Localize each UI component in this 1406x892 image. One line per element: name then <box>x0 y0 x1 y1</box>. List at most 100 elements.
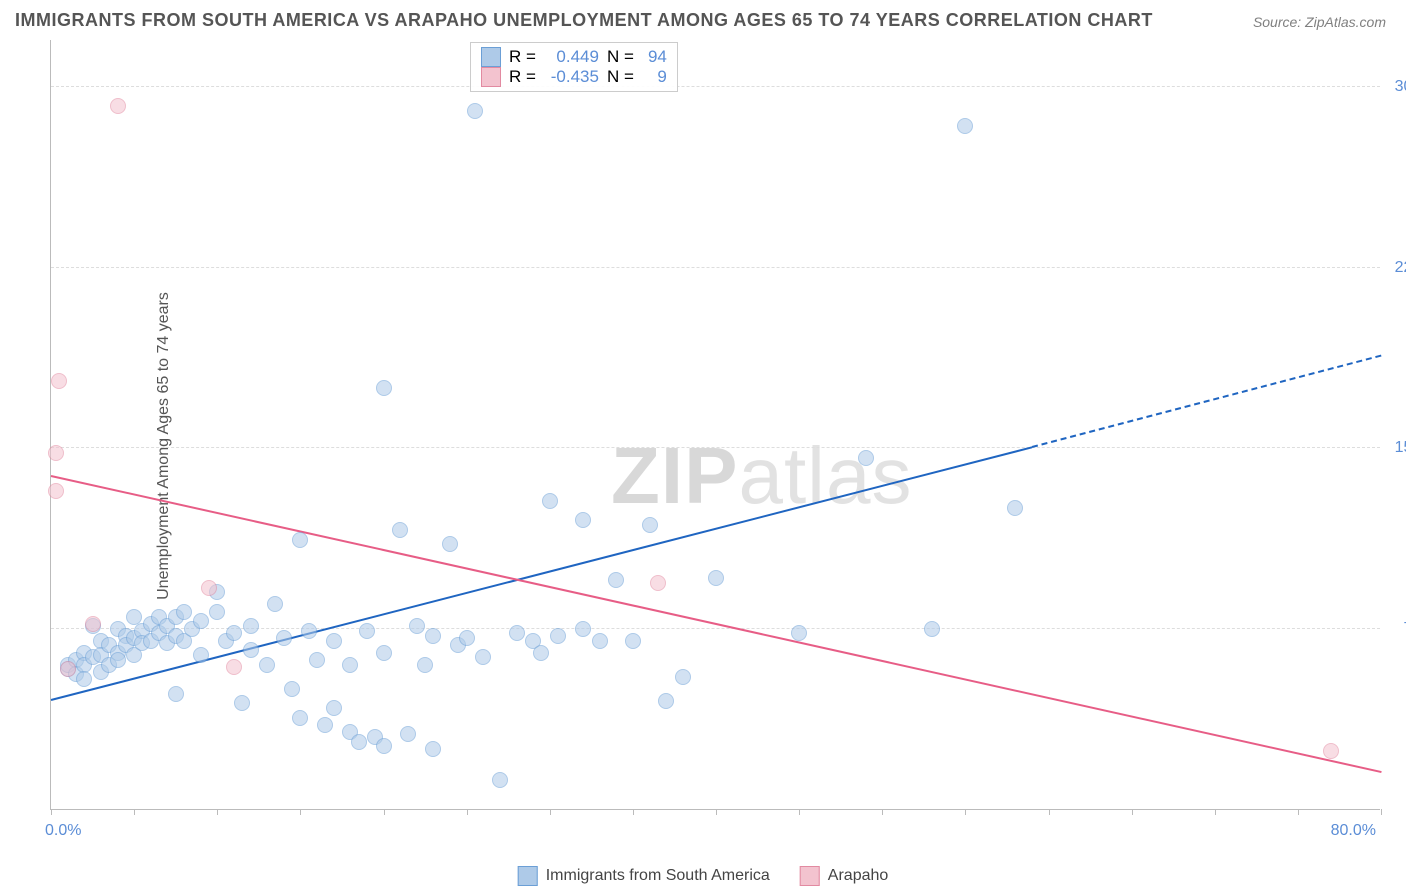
chart-title: IMMIGRANTS FROM SOUTH AMERICA VS ARAPAHO… <box>15 10 1153 31</box>
data-point <box>376 380 392 396</box>
y-tick-label: 7.5% <box>1385 620 1406 638</box>
data-point <box>326 700 342 716</box>
data-point <box>1007 500 1023 516</box>
x-tick-mark <box>51 809 52 815</box>
swatch-s1 <box>481 47 501 67</box>
plot-area: ZIPatlas 7.5%15.0%22.5%30.0% <box>50 40 1380 810</box>
gridline <box>51 86 1380 87</box>
gridline <box>51 447 1380 448</box>
x-tick-mark <box>550 809 551 815</box>
data-point <box>459 630 475 646</box>
gridline <box>51 267 1380 268</box>
x-tick-mark <box>965 809 966 815</box>
data-point <box>475 649 491 665</box>
data-point <box>492 772 508 788</box>
source-label: Source: ZipAtlas.com <box>1253 14 1386 30</box>
data-point <box>550 628 566 644</box>
x-tick-mark <box>134 809 135 815</box>
data-point <box>243 618 259 634</box>
data-point <box>226 659 242 675</box>
data-point <box>509 625 525 641</box>
data-point <box>675 669 691 685</box>
x-tick-mark <box>1049 809 1050 815</box>
legend-r-label: R = <box>509 67 536 87</box>
data-point <box>924 621 940 637</box>
x-tick-mark <box>1215 809 1216 815</box>
data-point <box>309 652 325 668</box>
data-point <box>243 642 259 658</box>
x-tick-mark <box>300 809 301 815</box>
correlation-legend: R = 0.449 N = 94 R = -0.435 N = 9 <box>470 42 678 92</box>
data-point <box>201 580 217 596</box>
data-point <box>642 517 658 533</box>
data-point <box>284 681 300 697</box>
data-point <box>209 604 225 620</box>
x-tick-mark <box>799 809 800 815</box>
data-point <box>650 575 666 591</box>
y-tick-label: 22.5% <box>1385 259 1406 277</box>
legend-row-s1: R = 0.449 N = 94 <box>481 47 667 67</box>
data-point <box>791 625 807 641</box>
data-point <box>110 652 126 668</box>
data-point <box>168 686 184 702</box>
data-point <box>467 103 483 119</box>
data-point <box>48 483 64 499</box>
data-point <box>376 738 392 754</box>
data-point <box>575 512 591 528</box>
data-point <box>176 604 192 620</box>
data-point <box>442 536 458 552</box>
data-point <box>292 532 308 548</box>
x-tick-mark <box>1381 809 1382 815</box>
watermark-bold: ZIP <box>611 431 738 520</box>
data-point <box>48 445 64 461</box>
x-tick-mark <box>384 809 385 815</box>
data-point <box>376 645 392 661</box>
x-tick-mark <box>1298 809 1299 815</box>
data-point <box>193 647 209 663</box>
y-tick-label: 30.0% <box>1385 78 1406 96</box>
x-axis-max-label: 80.0% <box>1331 822 1376 840</box>
data-point <box>110 98 126 114</box>
data-point <box>51 373 67 389</box>
data-point <box>193 613 209 629</box>
data-point <box>60 661 76 677</box>
legend-n-label: N = <box>607 67 634 87</box>
data-point <box>858 450 874 466</box>
x-tick-mark <box>217 809 218 815</box>
legend-n-value-s1: 94 <box>642 47 667 67</box>
data-point <box>608 572 624 588</box>
legend-r-label: R = <box>509 47 536 67</box>
data-point <box>392 522 408 538</box>
data-point <box>292 710 308 726</box>
data-point <box>1323 743 1339 759</box>
legend-label-s2: Arapaho <box>828 867 889 885</box>
data-point <box>533 645 549 661</box>
y-tick-label: 15.0% <box>1385 439 1406 457</box>
data-point <box>957 118 973 134</box>
data-point <box>342 657 358 673</box>
legend-item-s2: Arapaho <box>800 866 889 886</box>
x-tick-mark <box>716 809 717 815</box>
x-tick-mark <box>882 809 883 815</box>
data-point <box>575 621 591 637</box>
legend-label-s1: Immigrants from South America <box>546 867 770 885</box>
data-point <box>351 734 367 750</box>
legend-r-value-s2: -0.435 <box>544 67 599 87</box>
data-point <box>625 633 641 649</box>
trend-line-projected <box>1032 355 1382 448</box>
x-tick-mark <box>467 809 468 815</box>
data-point <box>259 657 275 673</box>
swatch-s2 <box>481 67 501 87</box>
data-point <box>276 630 292 646</box>
data-point <box>592 633 608 649</box>
legend-n-value-s2: 9 <box>642 67 667 87</box>
data-point <box>267 596 283 612</box>
data-point <box>126 609 142 625</box>
data-point <box>425 628 441 644</box>
data-point <box>76 671 92 687</box>
x-axis-min-label: 0.0% <box>45 822 81 840</box>
data-point <box>226 625 242 641</box>
legend-swatch-s1 <box>518 866 538 886</box>
data-point <box>301 623 317 639</box>
x-tick-mark <box>1132 809 1133 815</box>
